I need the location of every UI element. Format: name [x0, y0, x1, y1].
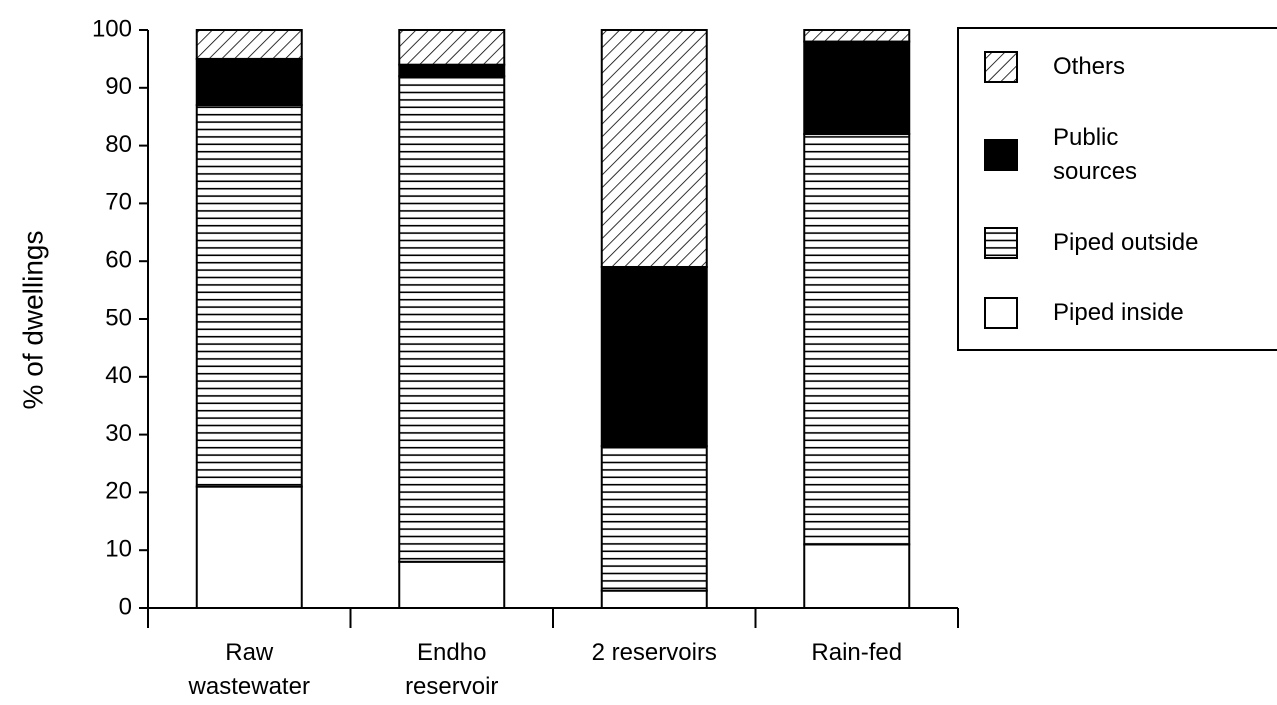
x-tick-label: Raw wastewater [188, 639, 310, 700]
bar-segment [398, 63, 506, 78]
bar-segment [398, 560, 506, 610]
bar-segment [803, 40, 911, 136]
y-tick-label: 100 [92, 15, 132, 42]
bar-segment [803, 133, 911, 546]
bar-segment [600, 29, 708, 268]
legend-label: Others [1053, 53, 1126, 80]
bar-segment [195, 57, 303, 107]
y-tick-label: 70 [105, 189, 132, 216]
legend-swatch [984, 139, 1018, 171]
y-tick-label: 0 [119, 593, 132, 620]
bar-segment [600, 265, 708, 448]
x-tick-label: Rain-fed [811, 639, 903, 666]
bar-segment [803, 29, 911, 43]
legend-label: Piped outside [1053, 229, 1199, 256]
y-tick-label: 20 [105, 478, 132, 505]
y-tick-label: 30 [105, 420, 132, 447]
bar-segment [803, 543, 911, 609]
legend-label: Public sources [1053, 124, 1138, 185]
legend-box [957, 27, 1277, 351]
legend-swatch [984, 51, 1018, 83]
legend-swatch [984, 297, 1018, 329]
bar-segment [398, 75, 506, 563]
y-tick-label: 60 [105, 247, 132, 274]
y-tick-label: 80 [105, 131, 132, 158]
bar-segment [195, 485, 303, 609]
y-tick-label: 10 [105, 536, 132, 563]
bar-segment [600, 589, 708, 609]
y-axis-label: % of dwellings [17, 231, 48, 410]
bar-segment [398, 29, 506, 66]
y-tick-label: 50 [105, 304, 132, 331]
x-tick-label: Endho reservoir [405, 639, 499, 700]
bar-segment [195, 29, 303, 60]
x-tick-label: 2 reservoirs [591, 639, 717, 666]
bar-segment [600, 445, 708, 592]
legend-label: Piped inside [1053, 299, 1184, 326]
legend-swatch [984, 227, 1018, 259]
y-tick-label: 40 [105, 362, 132, 389]
bar-segment [195, 104, 303, 488]
y-tick-label: 90 [105, 73, 132, 100]
